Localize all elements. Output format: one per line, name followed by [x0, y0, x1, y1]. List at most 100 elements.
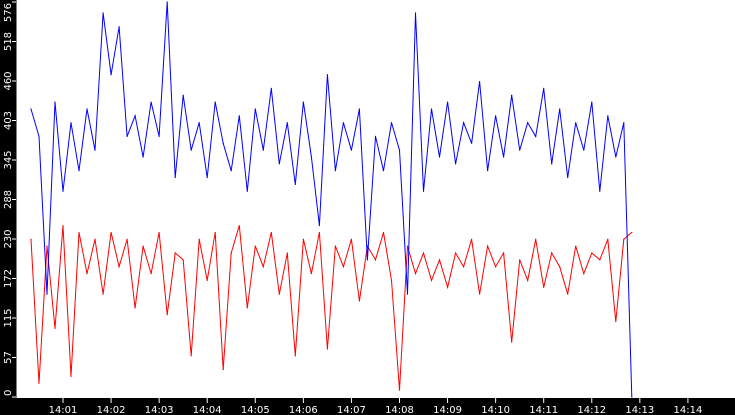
data-point-series-1: [46, 245, 48, 247]
data-point-series-0: [583, 149, 585, 151]
x-tick-label: 14:05: [241, 405, 270, 415]
data-point-series-1: [583, 272, 585, 275]
data-point-series-0: [462, 122, 465, 124]
data-point-series-1: [559, 266, 561, 268]
data-point-series-1: [390, 279, 393, 282]
data-point-series-1: [487, 245, 489, 247]
y-tick-label: 172: [3, 269, 14, 288]
data-point-series-1: [446, 286, 449, 288]
data-point-series-0: [134, 115, 136, 117]
x-tick-label: 14:03: [145, 405, 174, 415]
data-point-series-1: [182, 259, 184, 261]
data-point-series-1: [30, 238, 32, 240]
y-tick-label: 57: [3, 351, 14, 364]
x-tick-label: 14:07: [337, 405, 366, 415]
data-point-series-0: [198, 122, 200, 124]
data-point-series-0: [567, 176, 569, 179]
data-point-series-1: [238, 224, 240, 227]
x-tick-label: 14:14: [673, 405, 702, 415]
data-point-series-0: [278, 163, 280, 165]
data-point-series-0: [262, 149, 264, 151]
x-tick-label: 14:10: [481, 405, 510, 415]
data-point-series-0: [206, 176, 208, 179]
data-point-series-1: [150, 272, 152, 275]
data-point-series-0: [246, 190, 248, 192]
x-tick-label: 14:09: [433, 405, 462, 415]
data-point-series-1: [535, 238, 537, 240]
data-point-series-0: [334, 170, 336, 172]
data-point-series-1: [358, 300, 361, 302]
data-point-series-0: [158, 135, 160, 138]
data-point-series-0: [366, 259, 369, 261]
y-tick-label: 576: [3, 3, 14, 22]
data-point-series-0: [94, 149, 96, 151]
data-point-series-0: [390, 122, 393, 124]
y-tick-label: 288: [3, 190, 14, 209]
data-point-series-1: [374, 259, 377, 261]
y-axis: 0 57 115 172 230 288 345 403 460 518 576: [3, 0, 17, 398]
data-point-series-0: [631, 396, 633, 398]
data-point-series-0: [214, 101, 216, 103]
data-point-series-1: [286, 252, 288, 254]
data-point-series-0: [503, 156, 505, 158]
data-point-series-0: [454, 163, 457, 165]
data-point-series-0: [398, 149, 401, 151]
data-point-series-0: [374, 135, 377, 138]
y-tick-label: 460: [3, 71, 14, 90]
data-point-series-1: [166, 314, 168, 316]
data-point-series-0: [54, 101, 56, 103]
data-point-series-0: [166, 1, 168, 3]
data-point-series-0: [294, 183, 296, 186]
data-point-series-0: [559, 108, 561, 110]
data-point-series-1: [543, 286, 545, 288]
data-point-series-1: [78, 231, 80, 234]
data-point-series-0: [414, 12, 417, 14]
data-point-series-1: [134, 307, 136, 309]
data-point-series-1: [479, 293, 481, 295]
data-point-series-0: [551, 163, 553, 165]
x-tick-label: 14:06: [289, 405, 318, 415]
data-point-series-1: [38, 382, 40, 384]
data-point-series-1: [318, 231, 320, 234]
data-point-series-1: [94, 238, 96, 240]
data-point-series-1: [102, 293, 104, 295]
x-axis: 14:01 14:02 14:03 14:04 14:05 14:06 14:07 14:08…: [49, 398, 702, 415]
data-point-series-0: [270, 87, 272, 90]
y-tick-label: 230: [3, 229, 14, 248]
data-point-series-1: [214, 231, 216, 234]
data-point-series-1: [126, 238, 128, 240]
data-point-series-1: [430, 279, 433, 282]
data-point-series-1: [230, 252, 232, 254]
series-lines: [30, 1, 633, 398]
data-point-series-0: [302, 101, 304, 103]
x-tick-label: 14:08: [385, 405, 414, 415]
data-point-series-1: [438, 259, 441, 261]
data-point-series-1: [110, 231, 112, 234]
x-tick-label: 14:13: [625, 405, 654, 415]
data-point-series-1: [142, 245, 144, 247]
data-point-series-1: [462, 266, 465, 268]
data-point-series-0: [591, 101, 593, 103]
data-point-series-0: [238, 115, 240, 117]
data-point-series-0: [38, 135, 40, 138]
data-point-series-0: [150, 101, 152, 103]
data-point-series-1: [174, 252, 176, 254]
data-point-series-1: [198, 238, 200, 240]
data-point-series-1: [190, 355, 192, 357]
data-point-series-1: [551, 252, 553, 254]
data-point-series-1: [575, 245, 577, 247]
data-point-series-0: [623, 122, 625, 124]
data-point-series-0: [495, 115, 497, 117]
data-point-series-0: [46, 293, 48, 295]
data-point-series-0: [118, 26, 120, 28]
data-point-series-1: [406, 245, 409, 247]
data-point-series-0: [110, 74, 112, 76]
data-point-series-1: [470, 238, 473, 240]
y-tick-label: 518: [3, 32, 14, 51]
data-point-series-1: [631, 231, 633, 234]
data-point-series-0: [350, 149, 353, 151]
data-point-series-0: [78, 170, 80, 172]
y-tick-label: 0: [3, 390, 14, 396]
data-point-series-1: [118, 266, 120, 268]
